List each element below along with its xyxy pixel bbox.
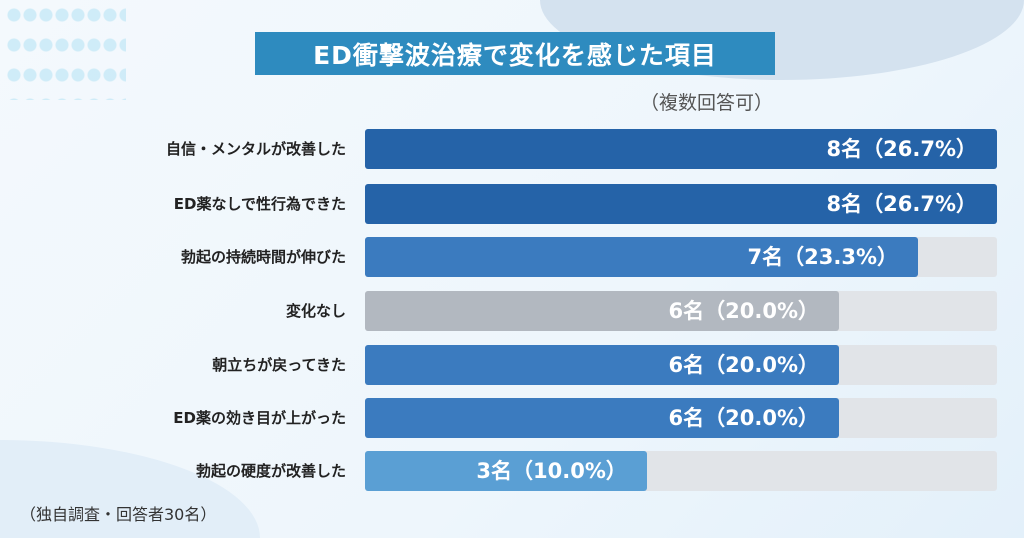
bar-row: 自信・メンタルが改善した 8名（26.7%） xyxy=(0,129,1024,169)
category-label: 朝立ちが戻ってきた xyxy=(212,356,346,374)
data-label: 8名（26.7%） xyxy=(826,192,977,216)
chart-title: ED衝撃波治療で変化を感じた項目 xyxy=(255,32,775,75)
bar-track: 6名（20.0%） xyxy=(365,345,997,385)
chart-note: （複数回答可） xyxy=(640,92,774,114)
data-label: 6名（20.0%） xyxy=(668,299,819,323)
bar-row: 勃起の硬度が改善した 3名（10.0%） xyxy=(0,451,1024,491)
bar-row: 変化なし 6名（20.0%） xyxy=(0,291,1024,331)
category-label: 勃起の硬度が改善した xyxy=(195,462,346,480)
bar-track: 6名（20.0%） xyxy=(365,291,997,331)
bar-row: 朝立ちが戻ってきた 6名（20.0%） xyxy=(0,345,1024,385)
bar-track: 6名（20.0%） xyxy=(365,398,997,438)
bar: 8名（26.7%） xyxy=(365,184,997,224)
bar-track: 7名（23.3%） xyxy=(365,237,997,277)
bar: 8名（26.7%） xyxy=(365,129,997,169)
chart-footer: （独自調査・回答者30名） xyxy=(20,505,217,524)
bg-dots xyxy=(6,0,126,100)
bar: 7名（23.3%） xyxy=(365,237,918,277)
category-label: 自信・メンタルが改善した xyxy=(165,140,346,158)
bar-track: 8名（26.7%） xyxy=(365,184,997,224)
category-label: ED薬の効き目が上がった xyxy=(173,409,346,427)
data-label: 8名（26.7%） xyxy=(826,137,977,161)
bar: 6名（20.0%） xyxy=(365,345,839,385)
bar-track: 8名（26.7%） xyxy=(365,129,997,169)
category-label: 変化なし xyxy=(285,302,346,320)
bar: 6名（20.0%） xyxy=(365,291,839,331)
data-label: 3名（10.0%） xyxy=(476,459,627,483)
bar: 3名（10.0%） xyxy=(365,451,647,491)
bar: 6名（20.0%） xyxy=(365,398,839,438)
data-label: 6名（20.0%） xyxy=(668,406,819,430)
category-label: ED薬なしで性行為できた xyxy=(173,195,346,213)
data-label: 6名（20.0%） xyxy=(668,353,819,377)
category-label: 勃起の持続時間が伸びた xyxy=(180,248,346,266)
bar-row: ED薬なしで性行為できた 8名（26.7%） xyxy=(0,184,1024,224)
bar-track: 3名（10.0%） xyxy=(365,451,997,491)
bar-row: 勃起の持続時間が伸びた 7名（23.3%） xyxy=(0,237,1024,277)
data-label: 7名（23.3%） xyxy=(747,245,898,269)
bar-row: ED薬の効き目が上がった 6名（20.0%） xyxy=(0,398,1024,438)
